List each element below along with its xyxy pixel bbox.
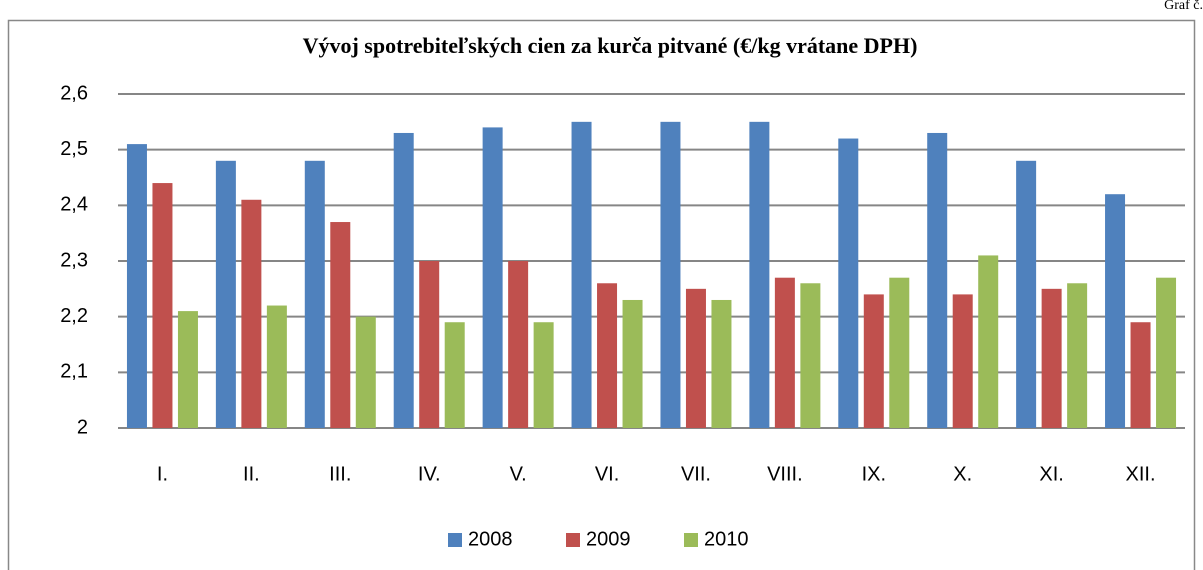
x-tick-label: XII. xyxy=(1126,463,1156,485)
bar xyxy=(711,299,732,428)
bar xyxy=(1130,322,1151,428)
legend-label: 2009 xyxy=(586,528,631,550)
bar xyxy=(1067,283,1088,428)
bar xyxy=(685,288,706,428)
bar xyxy=(177,311,198,428)
bar xyxy=(863,294,884,428)
legend-swatch xyxy=(448,533,462,547)
x-tick-label: V. xyxy=(510,463,527,485)
bar xyxy=(838,138,859,429)
bar xyxy=(597,283,618,428)
x-tick-label: I. xyxy=(157,463,168,485)
bar xyxy=(927,132,948,428)
bar xyxy=(1156,277,1177,428)
y-tick-label: 2,3 xyxy=(60,249,88,271)
bar xyxy=(304,160,325,429)
chart-title: Vývoj spotrebiteľských cien za kurča pit… xyxy=(303,33,918,58)
bar xyxy=(571,121,592,428)
bar xyxy=(266,305,287,428)
x-tick-label: VII. xyxy=(681,463,711,485)
bar xyxy=(419,261,440,428)
x-tick-label: VIII. xyxy=(767,463,803,485)
legend-swatch xyxy=(684,533,698,547)
corner-label: Graf č. xyxy=(1164,0,1203,13)
bar xyxy=(241,199,262,428)
bar xyxy=(444,322,465,428)
bar xyxy=(1041,288,1062,428)
bar xyxy=(215,160,236,429)
x-tick-label: IV. xyxy=(418,463,441,485)
bar xyxy=(952,294,973,428)
x-tick-label: X. xyxy=(953,463,972,485)
bar xyxy=(1105,194,1126,428)
bar xyxy=(622,299,643,428)
bar xyxy=(152,183,173,428)
bar xyxy=(978,255,999,428)
y-tick-label: 2,5 xyxy=(60,138,88,160)
bar xyxy=(774,277,795,428)
bar xyxy=(800,283,821,428)
legend-label: 2010 xyxy=(704,528,749,550)
x-tick-label: XI. xyxy=(1039,463,1063,485)
bar xyxy=(482,127,503,429)
bar xyxy=(749,121,770,428)
x-tick-label: II. xyxy=(243,463,260,485)
y-tick-label: 2,2 xyxy=(60,305,88,327)
y-tick-label: 2 xyxy=(77,416,88,438)
bar xyxy=(330,222,351,428)
y-tick-label: 2,4 xyxy=(60,194,88,216)
y-tick-label: 2,1 xyxy=(60,361,88,383)
x-tick-label: III. xyxy=(329,463,351,485)
bar xyxy=(126,144,147,428)
bar xyxy=(889,277,910,428)
bar xyxy=(355,316,376,428)
x-tick-label: VI. xyxy=(595,463,619,485)
x-tick-label: IX. xyxy=(862,463,886,485)
y-tick-label: 2,6 xyxy=(60,82,88,104)
bar xyxy=(508,261,529,428)
bar xyxy=(393,132,414,428)
bar xyxy=(533,322,554,428)
bar xyxy=(1016,160,1037,429)
bar xyxy=(660,121,681,428)
legend-swatch xyxy=(566,533,580,547)
legend-label: 2008 xyxy=(468,528,513,550)
